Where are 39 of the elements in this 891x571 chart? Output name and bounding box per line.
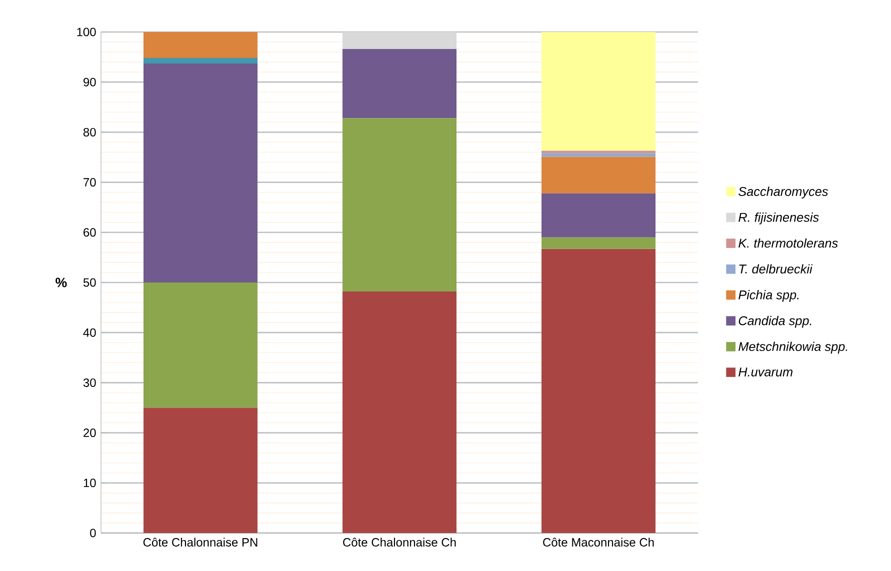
y-tick-label: 100 — [77, 28, 96, 36]
y-tick-label: 0 — [90, 528, 96, 538]
bar — [342, 32, 457, 50]
bar — [542, 237, 656, 249]
legend-label: Metschnikowia spp. — [738, 342, 848, 354]
x-tick-label: Côte Maconnaise Ch — [543, 538, 654, 547]
bar — [144, 32, 258, 58]
bar — [144, 408, 258, 533]
y-tick-label: 60 — [84, 228, 96, 237]
bar — [542, 193, 656, 238]
y-tick-label: 70 — [84, 178, 96, 187]
bar — [342, 118, 457, 292]
bar — [342, 49, 457, 118]
bar — [144, 58, 258, 64]
y-tick-label: 20 — [84, 428, 96, 438]
bar — [144, 64, 258, 282]
y-tick-label: 10 — [84, 478, 96, 488]
bar — [542, 32, 656, 151]
y-tick-label: 30 — [83, 378, 96, 387]
y-tick-label: 40 — [83, 328, 96, 337]
y-tick-label: 90 — [84, 78, 96, 86]
bar — [144, 282, 258, 408]
legend-label: Saccharomyces — [738, 186, 828, 198]
legend-label: K. thermotolerans — [738, 238, 838, 248]
legend-label: Candida spp. — [738, 316, 812, 328]
bar — [542, 156, 656, 194]
bar — [542, 248, 656, 533]
legend-label: R. fijisinenesis — [738, 212, 819, 224]
x-tick-label: Côte Chalonnaise PN — [143, 538, 258, 547]
y-axis-title: % — [56, 278, 67, 288]
y-tick-label: 80 — [83, 128, 96, 136]
x-tick-label: Côte Chalonnaise Ch — [343, 538, 456, 547]
legend-label: H.uvarum — [738, 368, 792, 376]
bar — [342, 292, 457, 533]
legend-label: T. delbrueckii — [739, 264, 813, 274]
bar — [542, 153, 656, 157]
y-tick-label: 50 — [83, 278, 96, 287]
legend-label: Pichia spp. — [738, 290, 799, 302]
bar — [542, 150, 656, 154]
